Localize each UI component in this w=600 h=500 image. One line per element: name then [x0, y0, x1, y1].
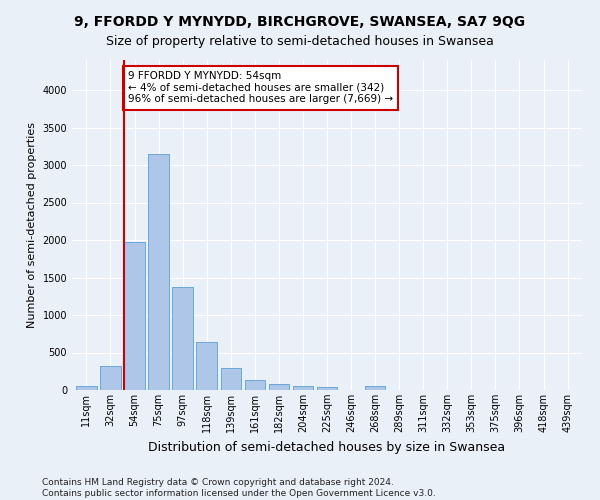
- Y-axis label: Number of semi-detached properties: Number of semi-detached properties: [27, 122, 37, 328]
- Bar: [148, 154, 169, 390]
- Bar: [245, 380, 265, 390]
- Text: Contains HM Land Registry data © Crown copyright and database right 2024.
Contai: Contains HM Land Registry data © Crown c…: [42, 478, 436, 498]
- Text: Size of property relative to semi-detached houses in Swansea: Size of property relative to semi-detach…: [106, 35, 494, 48]
- Bar: [269, 384, 289, 390]
- Bar: [365, 386, 385, 390]
- Text: 9 FFORDD Y MYNYDD: 54sqm
← 4% of semi-detached houses are smaller (342)
96% of s: 9 FFORDD Y MYNYDD: 54sqm ← 4% of semi-de…: [128, 71, 393, 104]
- Bar: [317, 387, 337, 390]
- Bar: [196, 342, 217, 390]
- Bar: [124, 242, 145, 390]
- Bar: [293, 386, 313, 390]
- Bar: [100, 366, 121, 390]
- Bar: [172, 287, 193, 390]
- Bar: [76, 386, 97, 390]
- X-axis label: Distribution of semi-detached houses by size in Swansea: Distribution of semi-detached houses by …: [148, 440, 506, 454]
- Bar: [221, 368, 241, 390]
- Text: 9, FFORDD Y MYNYDD, BIRCHGROVE, SWANSEA, SA7 9QG: 9, FFORDD Y MYNYDD, BIRCHGROVE, SWANSEA,…: [74, 15, 526, 29]
